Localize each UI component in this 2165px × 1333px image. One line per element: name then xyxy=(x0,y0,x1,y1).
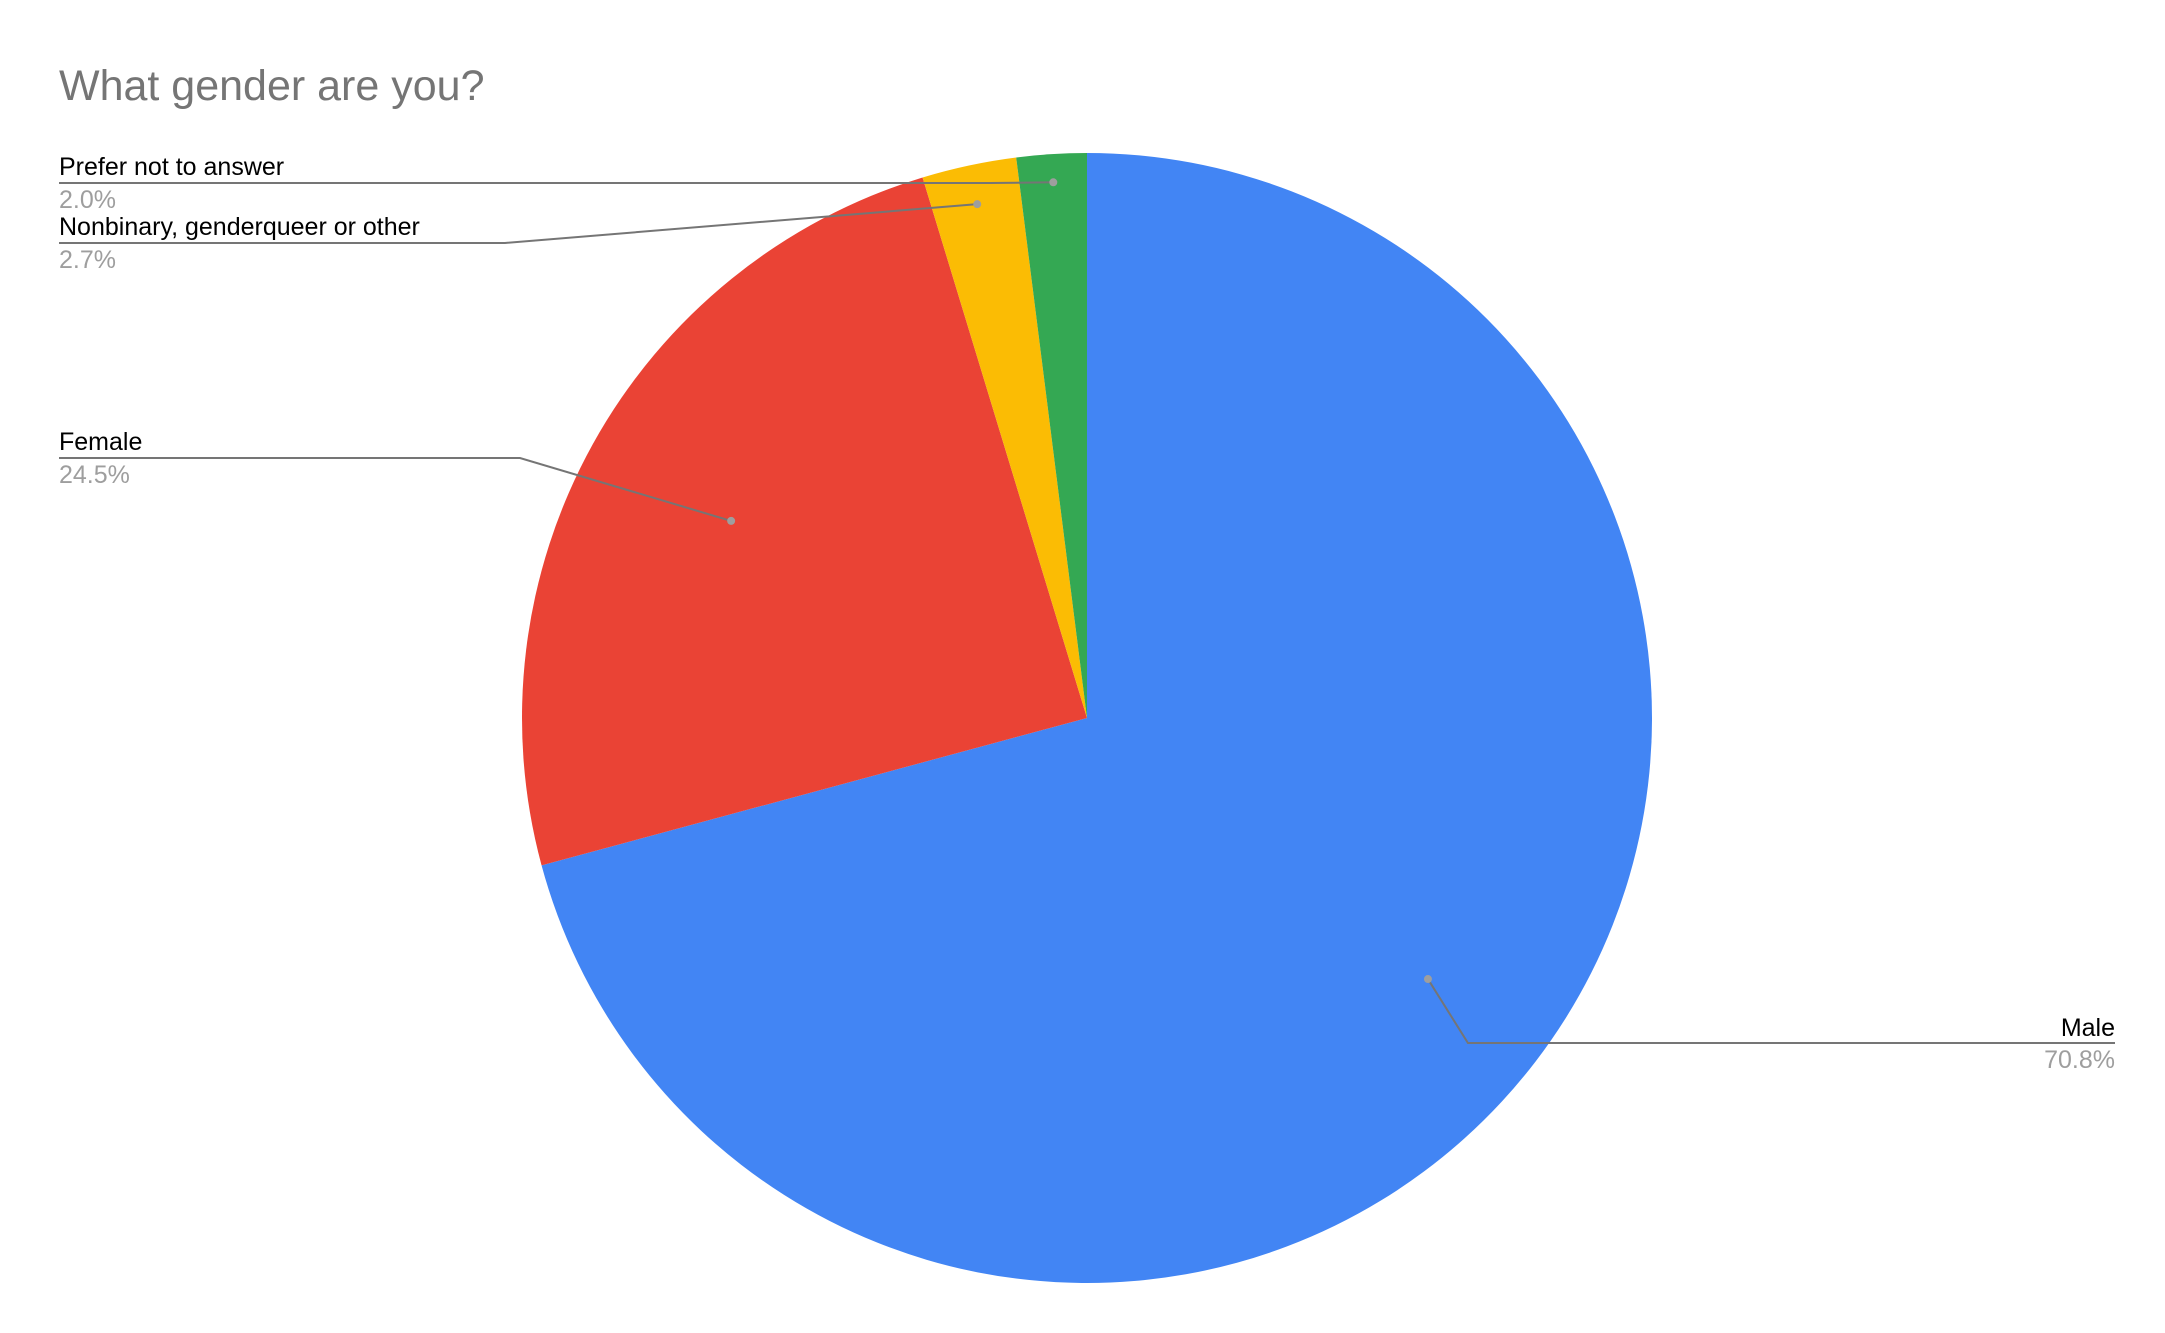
slice-value-nonbinary-genderqueer-or-other: 2.7% xyxy=(59,246,116,274)
leader-line-female xyxy=(59,457,732,522)
leader-dot-nonbinary-genderqueer-or-other xyxy=(973,200,982,209)
pie-slice-male xyxy=(541,153,1653,1283)
pie-slice-prefer-not-to-answer xyxy=(1016,153,1087,718)
pie-slice-female xyxy=(522,177,1087,866)
leader-line-nonbinary-genderqueer-or-other xyxy=(59,203,978,244)
slice-value-male: 70.8% xyxy=(2044,1046,2115,1074)
leader-dot-male xyxy=(1423,975,1432,984)
leader-line-male xyxy=(1427,978,2115,1044)
slice-label-male: Male xyxy=(2061,1014,2115,1042)
leader-dot-female xyxy=(727,516,736,525)
leader-dot-prefer-not-to-answer xyxy=(1049,178,1058,187)
slice-labels: Male 70.8% Female 24.5% Nonbinary, genderque… xyxy=(59,153,2115,1074)
slice-label-nonbinary-genderqueer-or-other: Nonbinary, genderqueer or other xyxy=(59,213,420,241)
leader-line-prefer-not-to-answer xyxy=(59,181,1054,184)
pie-slices xyxy=(522,153,1653,1283)
slice-value-female: 24.5% xyxy=(59,461,130,489)
slice-label-prefer-not-to-answer: Prefer not to answer xyxy=(59,153,284,181)
pie-slice-nonbinary-genderqueer-or-other xyxy=(922,157,1087,718)
slice-label-female: Female xyxy=(59,428,142,456)
chart-title: What gender are you? xyxy=(59,62,485,110)
slice-value-prefer-not-to-answer: 2.0% xyxy=(59,186,116,214)
